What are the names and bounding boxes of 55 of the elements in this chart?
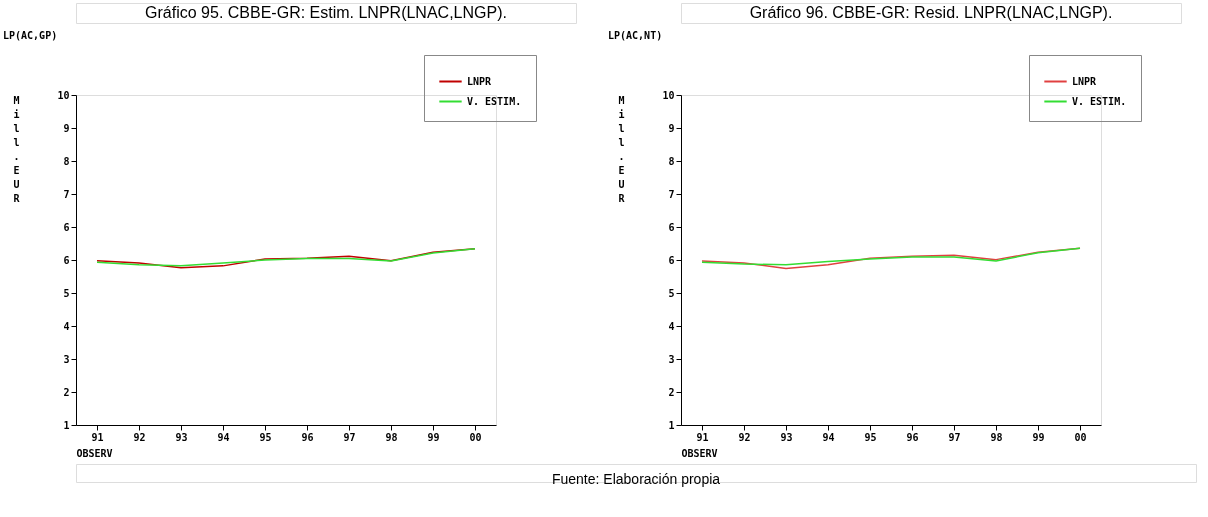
- x-tick-label: 92: [738, 431, 751, 443]
- x-tick-label: 94: [822, 431, 835, 443]
- chart-subtitle: LP(AC,NT): [607, 29, 663, 41]
- x-tick-label: 94: [217, 431, 230, 443]
- x-axis-title: OBSERV: [681, 447, 718, 459]
- legend-label: LNPR: [467, 75, 493, 87]
- x-tick-label: 97: [343, 431, 356, 443]
- chart-subtitle: LP(AC,GP): [2, 29, 58, 41]
- chart-title: Gráfico 96. CBBE-GR: Resid. LNPR(LNAC,LNGP).: [749, 4, 1113, 21]
- y-tick-label: 4: [63, 320, 70, 332]
- y-tick-label: 4: [668, 320, 675, 332]
- x-tick-label: 91: [696, 431, 709, 443]
- y-tick-label: 10: [662, 89, 675, 101]
- legend-label: V. ESTIM.: [1072, 95, 1127, 107]
- y-tick-label: 1: [668, 419, 675, 431]
- y-tick-label: 3: [63, 353, 70, 365]
- x-tick-label: 91: [91, 431, 104, 443]
- legend-label: LNPR: [1072, 75, 1098, 87]
- y-tick-label: 5: [668, 287, 675, 299]
- y-tick-label: 1: [63, 419, 70, 431]
- x-tick-label: 00: [1074, 431, 1087, 443]
- x-tick-label: 97: [948, 431, 961, 443]
- x-tick-label: 96: [906, 431, 919, 443]
- y-tick-label: 7: [63, 188, 70, 200]
- x-tick-label: 95: [864, 431, 877, 443]
- y-tick-label: 10: [57, 89, 70, 101]
- y-tick-label: 6: [63, 254, 70, 266]
- y-tick-label: 6: [668, 221, 675, 233]
- x-tick-label: 99: [1032, 431, 1045, 443]
- y-tick-label: 9: [63, 122, 70, 134]
- y-tick-label: 2: [668, 386, 675, 398]
- y-axis-title: Mill. EUR: [13, 94, 21, 204]
- y-tick-label: 5: [63, 287, 70, 299]
- x-tick-label: 95: [259, 431, 272, 443]
- chart-title: Gráfico 95. CBBE-GR: Estim. LNPR(LNAC,LNGP).: [145, 4, 507, 21]
- x-tick-label: 98: [990, 431, 1003, 443]
- x-tick-label: 93: [780, 431, 793, 443]
- x-tick-label: 96: [301, 431, 314, 443]
- x-tick-label: 99: [427, 431, 440, 443]
- source-note: Fuente: Elaboración propia: [551, 471, 721, 487]
- y-tick-label: 6: [668, 254, 675, 266]
- y-tick-label: 8: [668, 155, 675, 167]
- x-tick-label: 00: [469, 431, 482, 443]
- x-axis-title: OBSERV: [76, 447, 113, 459]
- x-tick-label: 98: [385, 431, 398, 443]
- legend-label: V. ESTIM.: [467, 95, 522, 107]
- y-tick-label: 7: [668, 188, 675, 200]
- x-tick-label: 92: [133, 431, 146, 443]
- y-tick-label: 9: [668, 122, 675, 134]
- x-tick-label: 93: [175, 431, 188, 443]
- y-tick-label: 3: [668, 353, 675, 365]
- y-tick-label: 8: [63, 155, 70, 167]
- y-tick-label: 2: [63, 386, 70, 398]
- y-tick-label: 6: [63, 221, 70, 233]
- y-axis-title: Mill. EUR: [618, 94, 626, 204]
